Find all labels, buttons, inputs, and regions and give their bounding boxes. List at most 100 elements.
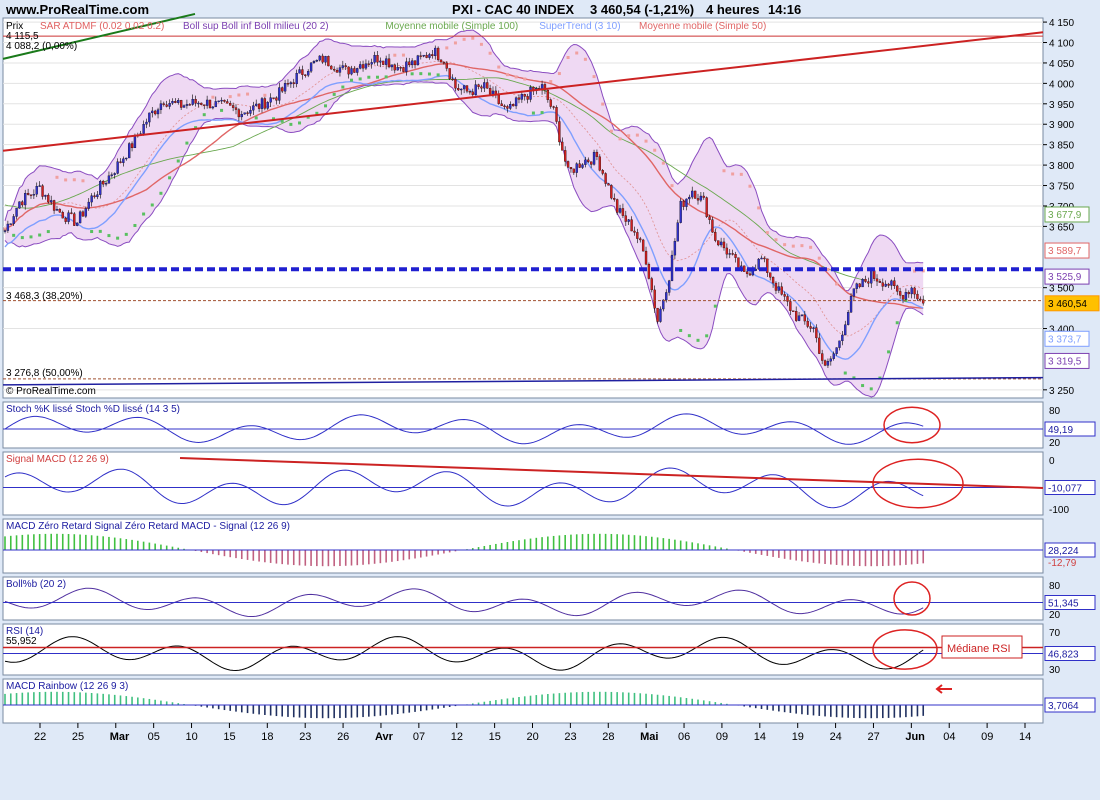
indicator-panel-bg (2, 678, 1044, 724)
candle-body (257, 103, 261, 109)
histogram-bar (79, 534, 81, 550)
candle-body (295, 73, 298, 85)
histogram-bar (154, 699, 156, 705)
price-badge-text: 3 677,9 (1048, 210, 1082, 221)
histogram-bar (570, 692, 572, 705)
histogram-bar (795, 705, 797, 714)
histogram-bar (679, 697, 682, 705)
fib-label-0: 4 115,5 (6, 31, 39, 42)
candle-body (393, 64, 396, 71)
sar-dot (861, 384, 865, 388)
price-tick-label: 3 500 (1049, 284, 1074, 295)
sar-dot (670, 184, 674, 188)
candle-body (913, 287, 916, 295)
histogram-bar (541, 694, 543, 705)
indicator-title: Stoch %K lissé Stoch %D lissé (14 3 5) (6, 404, 180, 415)
candle-body (823, 360, 827, 366)
candle-body (615, 199, 619, 213)
date-tick-label: 22 (34, 731, 46, 743)
candle-body (182, 105, 186, 108)
candle-body (350, 68, 353, 75)
candle-body (760, 257, 763, 260)
sar-dot (826, 267, 830, 271)
histogram-bar (651, 694, 653, 705)
candle-body (240, 113, 243, 118)
histogram-bar (772, 705, 774, 711)
histogram-bar (316, 705, 318, 719)
histogram-bar (269, 550, 272, 563)
candle-body (451, 78, 454, 81)
sar-dot (298, 121, 302, 125)
histogram-bar (437, 705, 439, 709)
candle-body (356, 68, 359, 73)
histogram-bar (425, 550, 428, 557)
histogram-bar (564, 535, 566, 550)
candle-body (771, 277, 775, 284)
histogram-bar (304, 705, 307, 718)
candle-body (838, 340, 841, 348)
histogram-bar (864, 705, 867, 719)
histogram-bar (535, 695, 538, 705)
candle-body (844, 324, 847, 336)
date-tick-label: 09 (716, 731, 728, 743)
candle-body (309, 62, 313, 72)
indicator-panel: Stoch %K lissé Stoch %D lissé (14 3 5) 80… (2, 401, 1096, 449)
candle-body (237, 109, 241, 118)
histogram-bar (922, 550, 925, 564)
histogram-bar (679, 540, 682, 550)
sar-dot (29, 235, 33, 239)
histogram-bar (344, 705, 347, 718)
candle-body (832, 353, 835, 359)
candle-body (815, 327, 818, 339)
histogram-bar (108, 694, 110, 705)
histogram-bar (882, 705, 884, 719)
candle-body (488, 88, 492, 95)
legend-entry: Moyenne mobile (Simple 50) (639, 21, 766, 32)
candle-body (382, 60, 385, 65)
histogram-bar (697, 699, 699, 705)
sar-dot (124, 232, 128, 236)
sar-dot (341, 85, 345, 89)
indicator-tick: 80 (1049, 581, 1061, 592)
candle-body (99, 180, 102, 195)
sar-dot (609, 129, 613, 133)
histogram-bar (443, 705, 445, 708)
candle-body (191, 98, 194, 105)
histogram-bar (350, 705, 353, 718)
indicator-line (4, 636, 924, 672)
histogram-bar (27, 534, 29, 550)
histogram-bar (102, 693, 104, 705)
histogram-bar (33, 692, 35, 705)
histogram-bar (321, 705, 324, 719)
candle-body (298, 69, 301, 74)
histogram-bar (165, 545, 168, 550)
histogram-bar (593, 691, 595, 705)
date-tick-label: 12 (451, 731, 463, 743)
histogram-bar (391, 705, 393, 715)
date-tick-label: 27 (867, 731, 879, 743)
candle-body (145, 121, 148, 125)
histogram-bar (477, 547, 480, 550)
candle-body (474, 84, 477, 95)
candle-body (402, 67, 405, 72)
histogram-bar (160, 544, 162, 550)
candle-body (607, 183, 610, 186)
indicator-badge (1044, 697, 1096, 713)
candle-body (898, 291, 902, 296)
candle-body (269, 97, 272, 103)
candle-body (878, 281, 882, 283)
fib-label-1: 4 088,2 (0,00%) (6, 41, 77, 52)
sar-dot (72, 178, 76, 182)
candle-body (748, 273, 752, 276)
candle-body (197, 102, 200, 105)
candle-body (425, 54, 428, 58)
site-name[interactable]: www.ProRealTime.com (5, 2, 149, 17)
date-tick-label: 09 (981, 731, 993, 743)
histogram-bar (281, 705, 283, 717)
histogram-bar (327, 550, 330, 567)
histogram-bar (148, 698, 151, 705)
candle-body (307, 71, 310, 76)
histogram-bar (171, 546, 174, 550)
sar-dot (116, 236, 120, 240)
sar-dot (696, 338, 700, 342)
